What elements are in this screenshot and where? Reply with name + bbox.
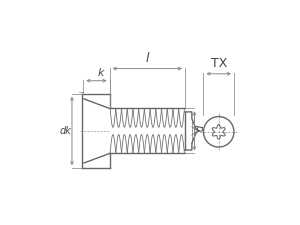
Text: dk: dk [59,126,71,136]
Text: k: k [98,68,104,78]
Text: TX: TX [211,57,227,70]
Text: l: l [146,52,149,65]
Text: d: d [195,124,205,130]
